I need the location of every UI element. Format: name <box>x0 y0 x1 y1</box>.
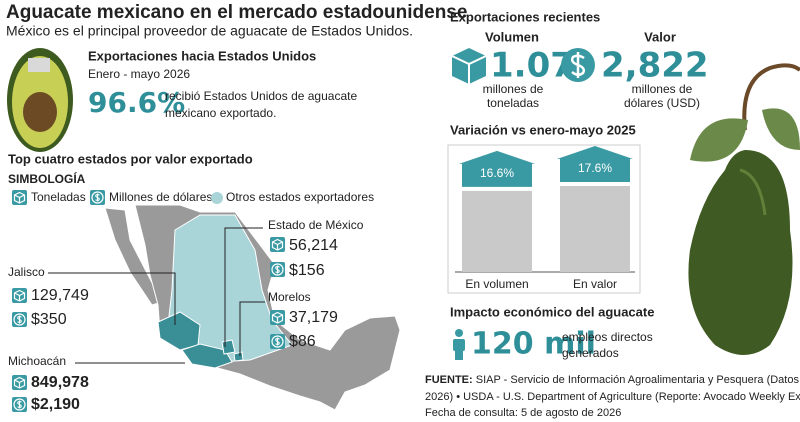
legend-item: Toneladas <box>31 190 86 204</box>
source-label: FUENTE: <box>425 374 473 386</box>
value-label: Valor <box>644 29 676 44</box>
state-tons: 37,179 <box>289 309 338 326</box>
value-value: 2,822 <box>601 46 709 86</box>
state-usd: $350 <box>31 311 67 328</box>
value-unit: millones de <box>632 82 693 96</box>
icon <box>89 189 106 206</box>
state-name: Estado de México <box>268 218 364 232</box>
cube-icon <box>451 48 487 84</box>
legend-swatch <box>211 192 223 204</box>
value-unit: dólares (USD) <box>624 96 700 110</box>
icon <box>11 396 28 413</box>
arrow <box>557 146 633 182</box>
category-label: En valor <box>573 277 617 291</box>
icon <box>11 189 28 206</box>
icon <box>269 309 286 326</box>
avocado-half <box>7 48 73 152</box>
state-usd: $86 <box>289 333 316 350</box>
volume-value: 1.07 <box>490 46 574 86</box>
subtitle: México es el principal proveedor de agua… <box>6 23 413 39</box>
legend-item: Millones de dólares <box>109 190 212 204</box>
variation-title: Variación vs enero-mayo 2025 <box>450 122 636 137</box>
impact-desc: empleos directos <box>562 330 653 344</box>
icon <box>269 333 286 350</box>
value-label: 16.6% <box>480 166 514 180</box>
description: mexicano exportado. <box>165 106 276 120</box>
state-tons: 849,978 <box>31 374 89 391</box>
arrow <box>459 150 535 187</box>
map <box>48 204 401 411</box>
title: Aguacate mexicano en el mercado estadoun… <box>6 2 467 23</box>
dollar-icon <box>561 48 595 82</box>
impact-value: 120 mil <box>471 327 596 362</box>
state-usd: $2,190 <box>31 396 80 413</box>
chart-frame <box>447 144 641 294</box>
period: Enero - mayo 2026 <box>88 67 190 81</box>
icon <box>11 287 28 304</box>
share: 96.6% <box>88 86 185 119</box>
avocado-illustration <box>688 63 800 355</box>
map-title: Top cuatro estados por valor exportado <box>8 151 253 166</box>
volume-unit: millones de <box>483 82 544 96</box>
icon <box>11 374 28 391</box>
legend-item: Otros estados exportadores <box>226 190 374 204</box>
state-tons: 56,214 <box>289 237 338 254</box>
icon <box>11 311 28 328</box>
description: recibió Estados Unidos de aguacate <box>165 89 357 103</box>
source-line: Fecha de consulta: 5 de agosto de 2026 <box>425 407 621 419</box>
source: FUENTE: SIAP - Servicio de Información A… <box>425 374 800 386</box>
exports-us-title: Exportaciones hacia Estados Unidos <box>88 48 316 63</box>
state-name: Jalisco <box>8 265 45 279</box>
impact-title: Impacto económico del aguacate <box>450 304 654 319</box>
impact-desc: generados <box>562 346 619 360</box>
value-label: 17.6% <box>578 161 612 175</box>
bar <box>560 186 630 272</box>
legend-title: SIMBOLOGÍA <box>8 171 86 186</box>
category-label: En volumen <box>465 277 528 291</box>
icon <box>269 261 286 278</box>
state-name: Michoacán <box>8 354 66 368</box>
person-icon <box>453 329 465 360</box>
volume-unit: toneladas <box>487 96 539 110</box>
bar <box>462 190 532 272</box>
state-usd: $156 <box>289 262 325 279</box>
recent-title: Exportaciones recientes <box>450 9 600 24</box>
icon <box>269 236 286 253</box>
state-tons: 129,749 <box>31 287 89 304</box>
volume-label: Volumen <box>485 29 539 44</box>
source-line: 2026) • USDA - U.S. Department of Agricu… <box>425 391 800 403</box>
source-line: SIAP - Servicio de Información Agroalime… <box>476 374 800 386</box>
state-name: Morelos <box>268 290 311 304</box>
